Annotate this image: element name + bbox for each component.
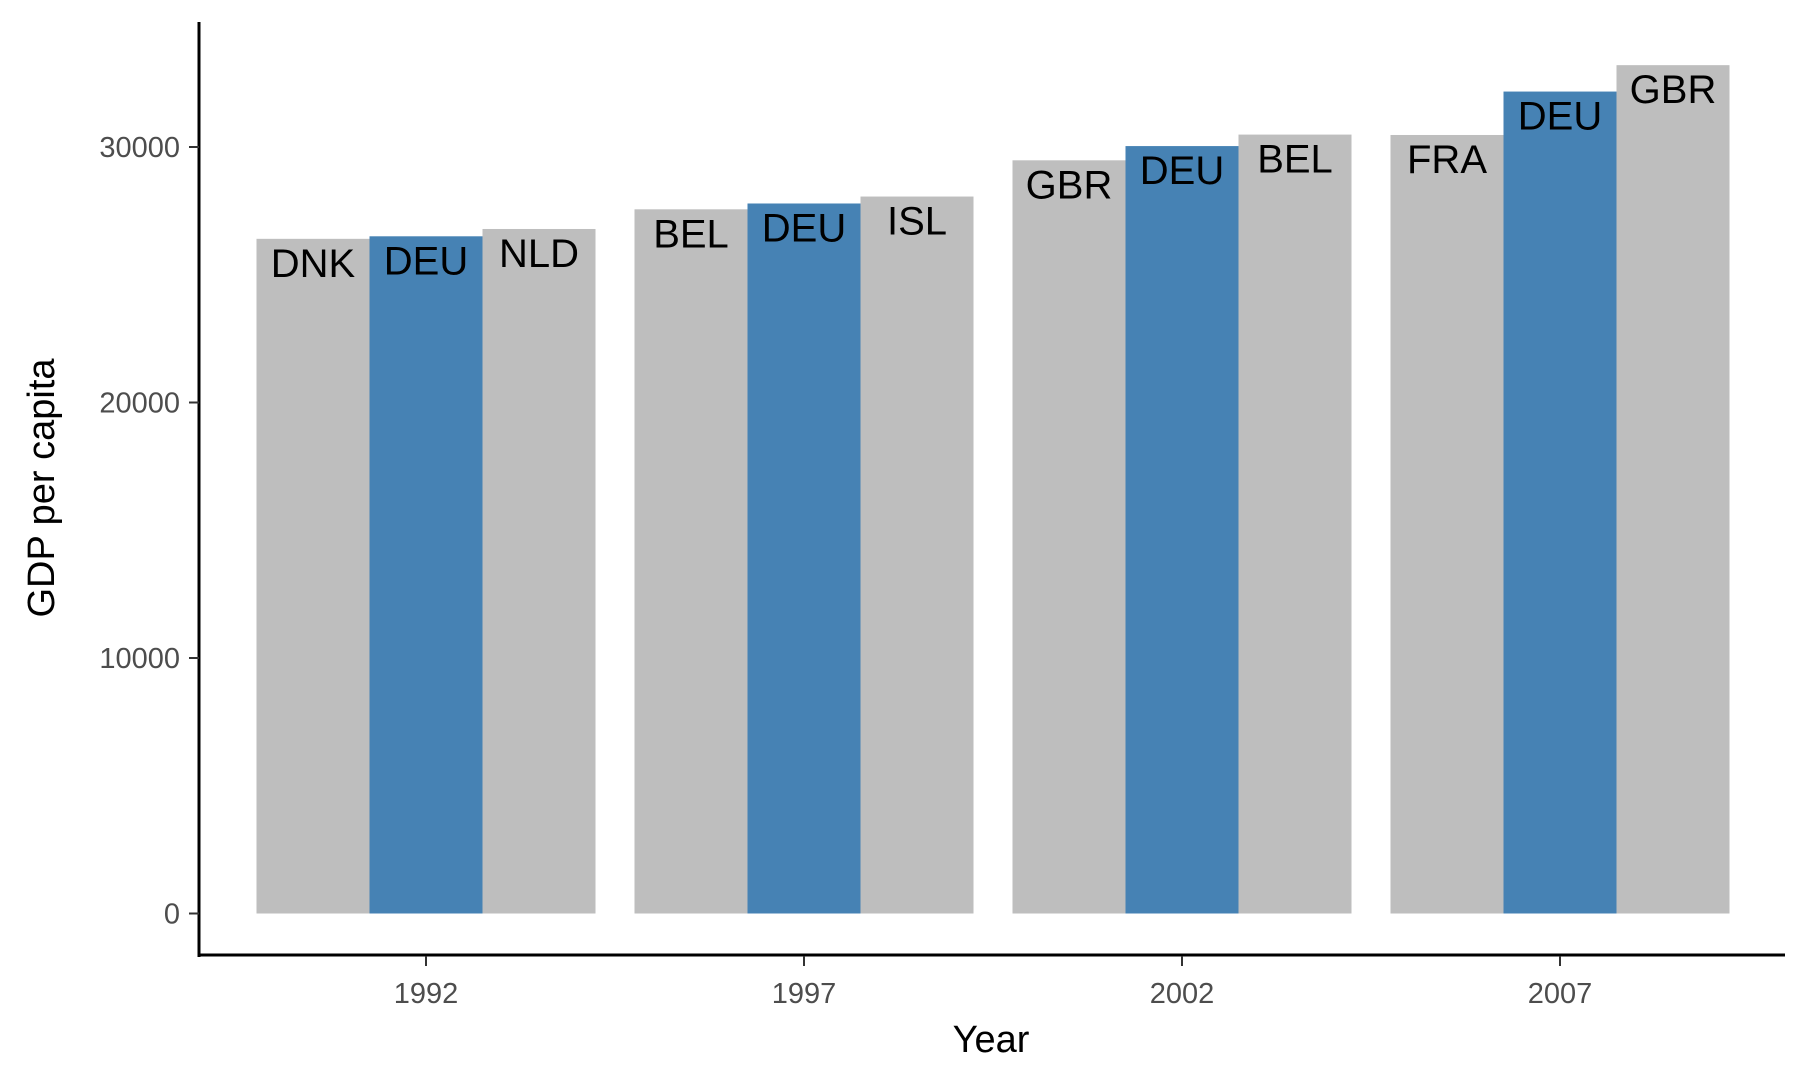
bar-1992-dnk <box>256 238 370 914</box>
bar-label-2007-fra: FRA <box>1407 138 1487 182</box>
bar-2007-deu <box>1503 91 1617 914</box>
bar-labels-layer: DNK DEU NLD BEL DEU ISL GBR DEU BEL FRA DEU GBR <box>271 68 1717 286</box>
x-tick-label-2002: 2002 <box>1150 978 1215 1010</box>
bar-label-2002-deu: DEU <box>1140 149 1224 193</box>
y-axis-title: GDP per capita <box>21 358 63 618</box>
bar-2007-fra <box>1390 134 1504 914</box>
bar-label-1997-deu: DEU <box>762 206 846 250</box>
axes-layer <box>197 22 1785 957</box>
bar-1997-bel <box>634 209 748 914</box>
bar-label-2002-gbr: GBR <box>1026 163 1113 207</box>
y-tick-label-0: 0 <box>164 899 180 931</box>
bar-label-2007-deu: DEU <box>1518 95 1602 139</box>
bar-1997-deu <box>747 203 861 914</box>
x-axis-ticks: 1992 1997 2002 2007 <box>394 956 1593 1010</box>
bar-1997-isl <box>860 196 974 914</box>
x-tick-label-2007: 2007 <box>1528 978 1593 1010</box>
bar-1992-nld <box>482 228 596 914</box>
bars-layer <box>256 65 1730 914</box>
x-tick-label-1992: 1992 <box>394 978 459 1010</box>
y-axis-ticks: 0 10000 20000 30000 <box>99 132 199 931</box>
x-axis-title: Year <box>953 1019 1030 1061</box>
x-tick-label-1997: 1997 <box>772 978 837 1010</box>
bar-1992-deu <box>369 236 483 914</box>
bar-label-1997-bel: BEL <box>653 212 729 256</box>
bar-2002-gbr <box>1012 160 1126 914</box>
y-tick-label-30000: 30000 <box>99 132 180 164</box>
bar-label-1992-nld: NLD <box>499 232 579 276</box>
bar-label-2007-gbr: GBR <box>1630 68 1717 112</box>
bar-label-1992-deu: DEU <box>384 239 468 283</box>
bar-label-2002-bel: BEL <box>1257 138 1333 182</box>
bar-label-1997-isl: ISL <box>887 200 947 244</box>
y-tick-label-20000: 20000 <box>99 388 180 420</box>
y-tick-label-10000: 10000 <box>99 643 180 675</box>
bar-2002-deu <box>1125 146 1239 914</box>
bar-2007-gbr <box>1616 65 1730 914</box>
bar-label-1992-dnk: DNK <box>271 242 356 286</box>
bar-2002-bel <box>1238 134 1352 914</box>
